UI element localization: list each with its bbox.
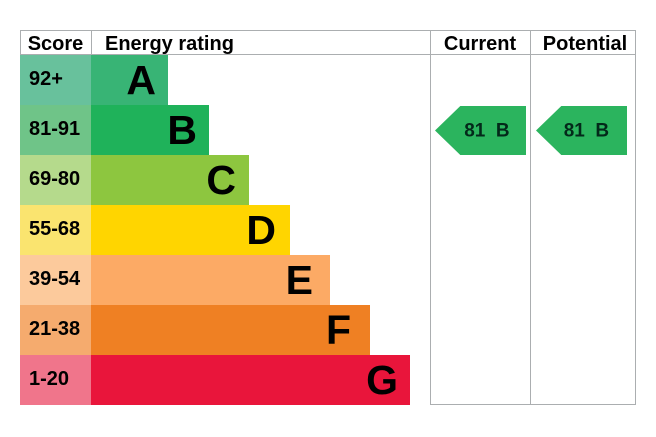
svg-text:81 B: 81 B — [564, 120, 609, 141]
svg-text:81 B: 81 B — [464, 120, 509, 141]
